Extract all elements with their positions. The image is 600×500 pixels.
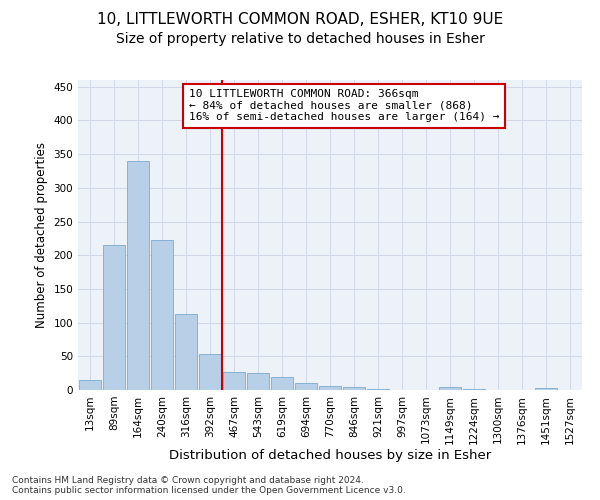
Bar: [439, 388, 461, 390]
Y-axis label: Number of detached properties: Number of detached properties: [35, 142, 48, 328]
Bar: [535, 388, 557, 390]
Text: Size of property relative to detached houses in Esher: Size of property relative to detached ho…: [116, 32, 484, 46]
Text: 10, LITTLEWORTH COMMON ROAD, ESHER, KT10 9UE: 10, LITTLEWORTH COMMON ROAD, ESHER, KT10…: [97, 12, 503, 28]
Text: 10 LITTLEWORTH COMMON ROAD: 366sqm
← 84% of detached houses are smaller (868)
16: 10 LITTLEWORTH COMMON ROAD: 366sqm ← 84%…: [189, 90, 499, 122]
Bar: [151, 240, 173, 390]
Bar: [343, 388, 365, 390]
Bar: [103, 245, 125, 390]
X-axis label: Distribution of detached houses by size in Esher: Distribution of detached houses by size …: [169, 449, 491, 462]
Bar: [79, 380, 101, 390]
Bar: [319, 386, 341, 390]
Bar: [295, 384, 317, 390]
Bar: [223, 372, 245, 390]
Text: Contains HM Land Registry data © Crown copyright and database right 2024.
Contai: Contains HM Land Registry data © Crown c…: [12, 476, 406, 495]
Bar: [199, 354, 221, 390]
Bar: [127, 161, 149, 390]
Bar: [271, 376, 293, 390]
Bar: [175, 314, 197, 390]
Bar: [247, 373, 269, 390]
